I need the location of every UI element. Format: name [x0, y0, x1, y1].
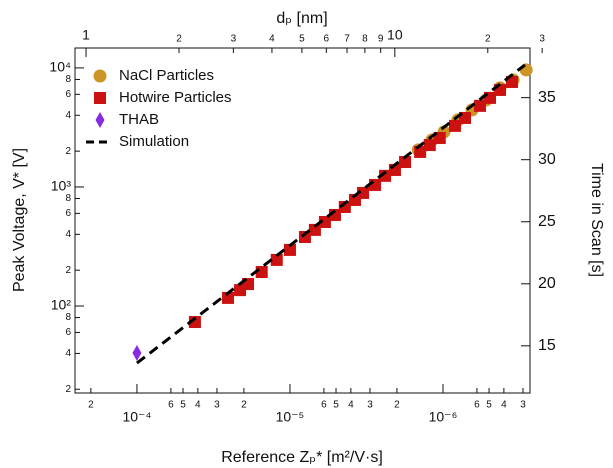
x-tick-label: 3 — [214, 400, 220, 411]
y-tick-label: 6 — [65, 327, 71, 338]
x-tick-label: 6 — [321, 400, 327, 411]
x-tick-label: 6 — [474, 400, 480, 411]
x2-tick-label: 5 — [299, 34, 305, 45]
x2-tick-label: 9 — [378, 34, 384, 45]
y2-tick-label: 15 — [538, 337, 556, 354]
point — [357, 186, 370, 199]
x2-axis-label: dₚ [nm] — [276, 10, 327, 27]
legend-label: NaCl Particles — [119, 67, 214, 84]
y-tick-label: 2 — [65, 384, 71, 395]
x-tick-label: 6 — [168, 400, 174, 411]
y-tick-label: 8 — [65, 193, 71, 204]
point — [222, 291, 235, 304]
point — [270, 253, 283, 266]
point — [433, 131, 446, 144]
x-tick-label: 2 — [88, 400, 94, 411]
point — [399, 156, 412, 169]
y2-axis-label: Time in Scan [s] — [588, 163, 605, 277]
point — [519, 63, 533, 77]
x-tick-label: 5 — [486, 400, 492, 411]
y-tick-label: 10⁴ — [49, 59, 71, 75]
point — [473, 99, 486, 112]
x-tick-label: 5 — [333, 400, 339, 411]
legend-swatch — [93, 69, 107, 83]
x2-tick-label: 3 — [231, 34, 237, 45]
x-tick-label: 3 — [520, 400, 526, 411]
x-tick-label: 4 — [348, 400, 354, 411]
y-tick-label: 2 — [65, 146, 71, 157]
x-tick-label: 2 — [241, 400, 247, 411]
x-tick-label: 5 — [180, 400, 186, 411]
x-tick-label: 10⁻⁴ — [122, 409, 151, 425]
x-axis-label: Reference Zₚ* [m²/V·s] — [221, 449, 383, 466]
plot-frame — [74, 47, 531, 394]
x2-tick-label: 2 — [176, 34, 182, 45]
y-tick-label: 10³ — [51, 178, 72, 194]
y-tick-label: 4 — [65, 110, 71, 121]
x2-tick-label: 1 — [82, 27, 90, 43]
x2-tick-label: 2 — [485, 34, 491, 45]
legend-label: Hotwire Particles — [119, 89, 232, 106]
x2-tick-label: 7 — [344, 34, 350, 45]
legend-swatch — [94, 92, 106, 104]
point — [298, 231, 311, 244]
point — [423, 139, 436, 152]
y2-tick-label: 30 — [538, 151, 556, 168]
y-tick-label: 6 — [65, 208, 71, 219]
x-tick-label: 10⁻⁶ — [429, 409, 458, 425]
y-tick-label: 6 — [65, 89, 71, 100]
y2-tick-label: 20 — [538, 275, 556, 292]
point — [505, 75, 518, 88]
x-tick-label: 4 — [195, 400, 201, 411]
point — [308, 223, 321, 236]
x-tick-label: 4 — [501, 400, 507, 411]
y2-tick-label: 35 — [538, 89, 556, 106]
x2-tick-label: 10 — [387, 27, 403, 43]
legend-label: THAB — [119, 111, 159, 128]
x2-tick-label: 3 — [539, 34, 545, 45]
x2-tick-label: 4 — [269, 34, 275, 45]
y-tick-label: 4 — [65, 348, 71, 359]
legend-swatch — [95, 112, 105, 128]
y-tick-label: 4 — [65, 229, 71, 240]
legend-label: Simulation — [119, 133, 189, 150]
point — [318, 215, 331, 228]
point — [448, 119, 461, 132]
point — [283, 243, 296, 256]
point — [132, 345, 142, 362]
y-tick-label: 2 — [65, 265, 71, 276]
y-tick-label: 8 — [65, 74, 71, 85]
y-axis-label: Peak Voltage, V* [V] — [11, 148, 28, 292]
simulation-line — [136, 63, 526, 365]
x2-tick-label: 8 — [362, 34, 368, 45]
x2-tick-label: 6 — [324, 34, 330, 45]
x-tick-label: 10⁻⁵ — [276, 409, 305, 425]
x-tick-label: 2 — [394, 400, 400, 411]
y2-tick-label: 25 — [538, 213, 556, 230]
y-tick-label: 8 — [65, 312, 71, 323]
y-tick-label: 10² — [51, 297, 72, 313]
x-tick-label: 3 — [367, 400, 373, 411]
